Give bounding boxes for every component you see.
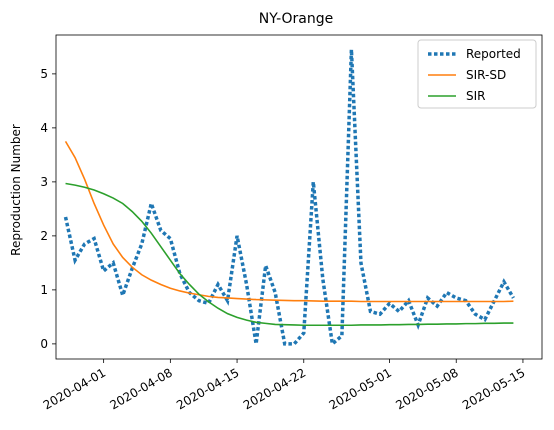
x-tick-label: 2020-05-08 <box>393 365 460 412</box>
series-layer <box>63 49 515 348</box>
x-tick-label: 2020-04-15 <box>174 365 241 412</box>
x-axis-ticks: 2020-04-01 2020-04-08 2020-04-15 2020-04-22… <box>41 359 527 412</box>
legend-box <box>417 39 537 109</box>
y-tick-label: 2 <box>40 229 48 243</box>
y-axis-ticks: 0 1 2 3 4 5 <box>40 67 56 351</box>
y-tick-label: 5 <box>40 67 48 81</box>
legend: Reported SIR-SD SIR <box>417 39 537 109</box>
y-tick-label: 0 <box>40 337 48 351</box>
series-line-reported <box>63 49 515 348</box>
plot-frame <box>55 34 543 360</box>
y-axis-title: Reproduction Number <box>9 124 23 256</box>
x-tick-label: 2020-04-08 <box>107 365 174 412</box>
chart-title: NY-Orange <box>259 11 334 27</box>
y-tick-label: 3 <box>40 175 48 189</box>
series-line-sir <box>65 182 514 327</box>
x-tick-label: 2020-05-15 <box>460 365 527 412</box>
series-line-sir-sd <box>64 140 514 303</box>
legend-label: SIR <box>466 89 486 103</box>
legend-label: Reported <box>466 47 521 61</box>
legend-label: SIR-SD <box>466 68 506 82</box>
x-tick-label: 2020-04-22 <box>241 365 308 412</box>
x-tick-label: 2020-05-01 <box>327 365 394 412</box>
x-tick-label: 2020-04-01 <box>41 365 108 412</box>
y-tick-label: 4 <box>40 121 48 135</box>
y-tick-label: 1 <box>40 283 48 297</box>
